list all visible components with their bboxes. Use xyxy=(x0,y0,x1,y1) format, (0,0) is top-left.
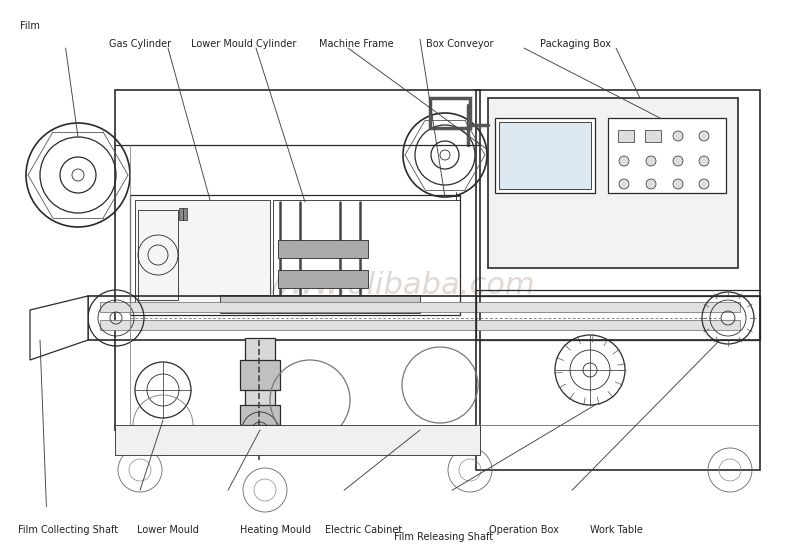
Bar xyxy=(495,118,595,193)
Bar xyxy=(240,360,280,390)
Text: Machine Frame: Machine Frame xyxy=(318,39,394,49)
Bar xyxy=(499,122,591,189)
Bar xyxy=(476,296,760,340)
Circle shape xyxy=(673,131,683,141)
Polygon shape xyxy=(30,296,88,360)
Bar xyxy=(245,338,275,433)
Bar xyxy=(278,270,368,288)
Circle shape xyxy=(673,179,683,189)
Bar xyxy=(115,90,480,430)
Bar xyxy=(618,130,634,142)
Text: Gas Cylinder: Gas Cylinder xyxy=(109,39,171,49)
Bar xyxy=(273,200,460,308)
Bar xyxy=(240,405,280,425)
Bar xyxy=(430,98,470,128)
Bar xyxy=(100,302,740,312)
Bar xyxy=(88,296,760,340)
Text: Lower Mould Cylinder: Lower Mould Cylinder xyxy=(191,39,297,49)
Text: Film Releasing Shaft: Film Releasing Shaft xyxy=(394,532,494,542)
Circle shape xyxy=(699,131,709,141)
Text: Operation Box: Operation Box xyxy=(489,525,559,535)
Bar xyxy=(645,130,661,142)
Circle shape xyxy=(619,179,629,189)
Circle shape xyxy=(673,156,683,166)
Circle shape xyxy=(646,179,656,189)
Text: Packaging Box: Packaging Box xyxy=(541,39,611,49)
Text: Heating Mould: Heating Mould xyxy=(241,525,311,535)
Circle shape xyxy=(699,156,709,166)
Bar xyxy=(488,98,738,268)
Circle shape xyxy=(646,156,656,166)
Bar xyxy=(135,200,270,308)
Bar xyxy=(183,208,187,220)
Text: Lower Mould: Lower Mould xyxy=(137,525,199,535)
Bar xyxy=(138,210,178,300)
Text: Film: Film xyxy=(21,21,40,31)
Bar xyxy=(115,425,480,455)
Bar xyxy=(179,208,183,220)
Bar xyxy=(130,195,460,315)
Bar xyxy=(220,295,420,313)
Text: Electric Cabinet: Electric Cabinet xyxy=(326,525,402,535)
Circle shape xyxy=(699,179,709,189)
Text: Work Table: Work Table xyxy=(590,525,642,535)
Text: www.alibaba.com: www.alibaba.com xyxy=(265,270,535,300)
Bar xyxy=(100,320,740,330)
Bar xyxy=(278,240,368,258)
Text: Film Collecting Shaft: Film Collecting Shaft xyxy=(18,525,118,535)
Circle shape xyxy=(619,156,629,166)
Bar xyxy=(608,118,726,193)
Bar xyxy=(476,90,760,470)
Text: Box Conveyor: Box Conveyor xyxy=(426,39,494,49)
